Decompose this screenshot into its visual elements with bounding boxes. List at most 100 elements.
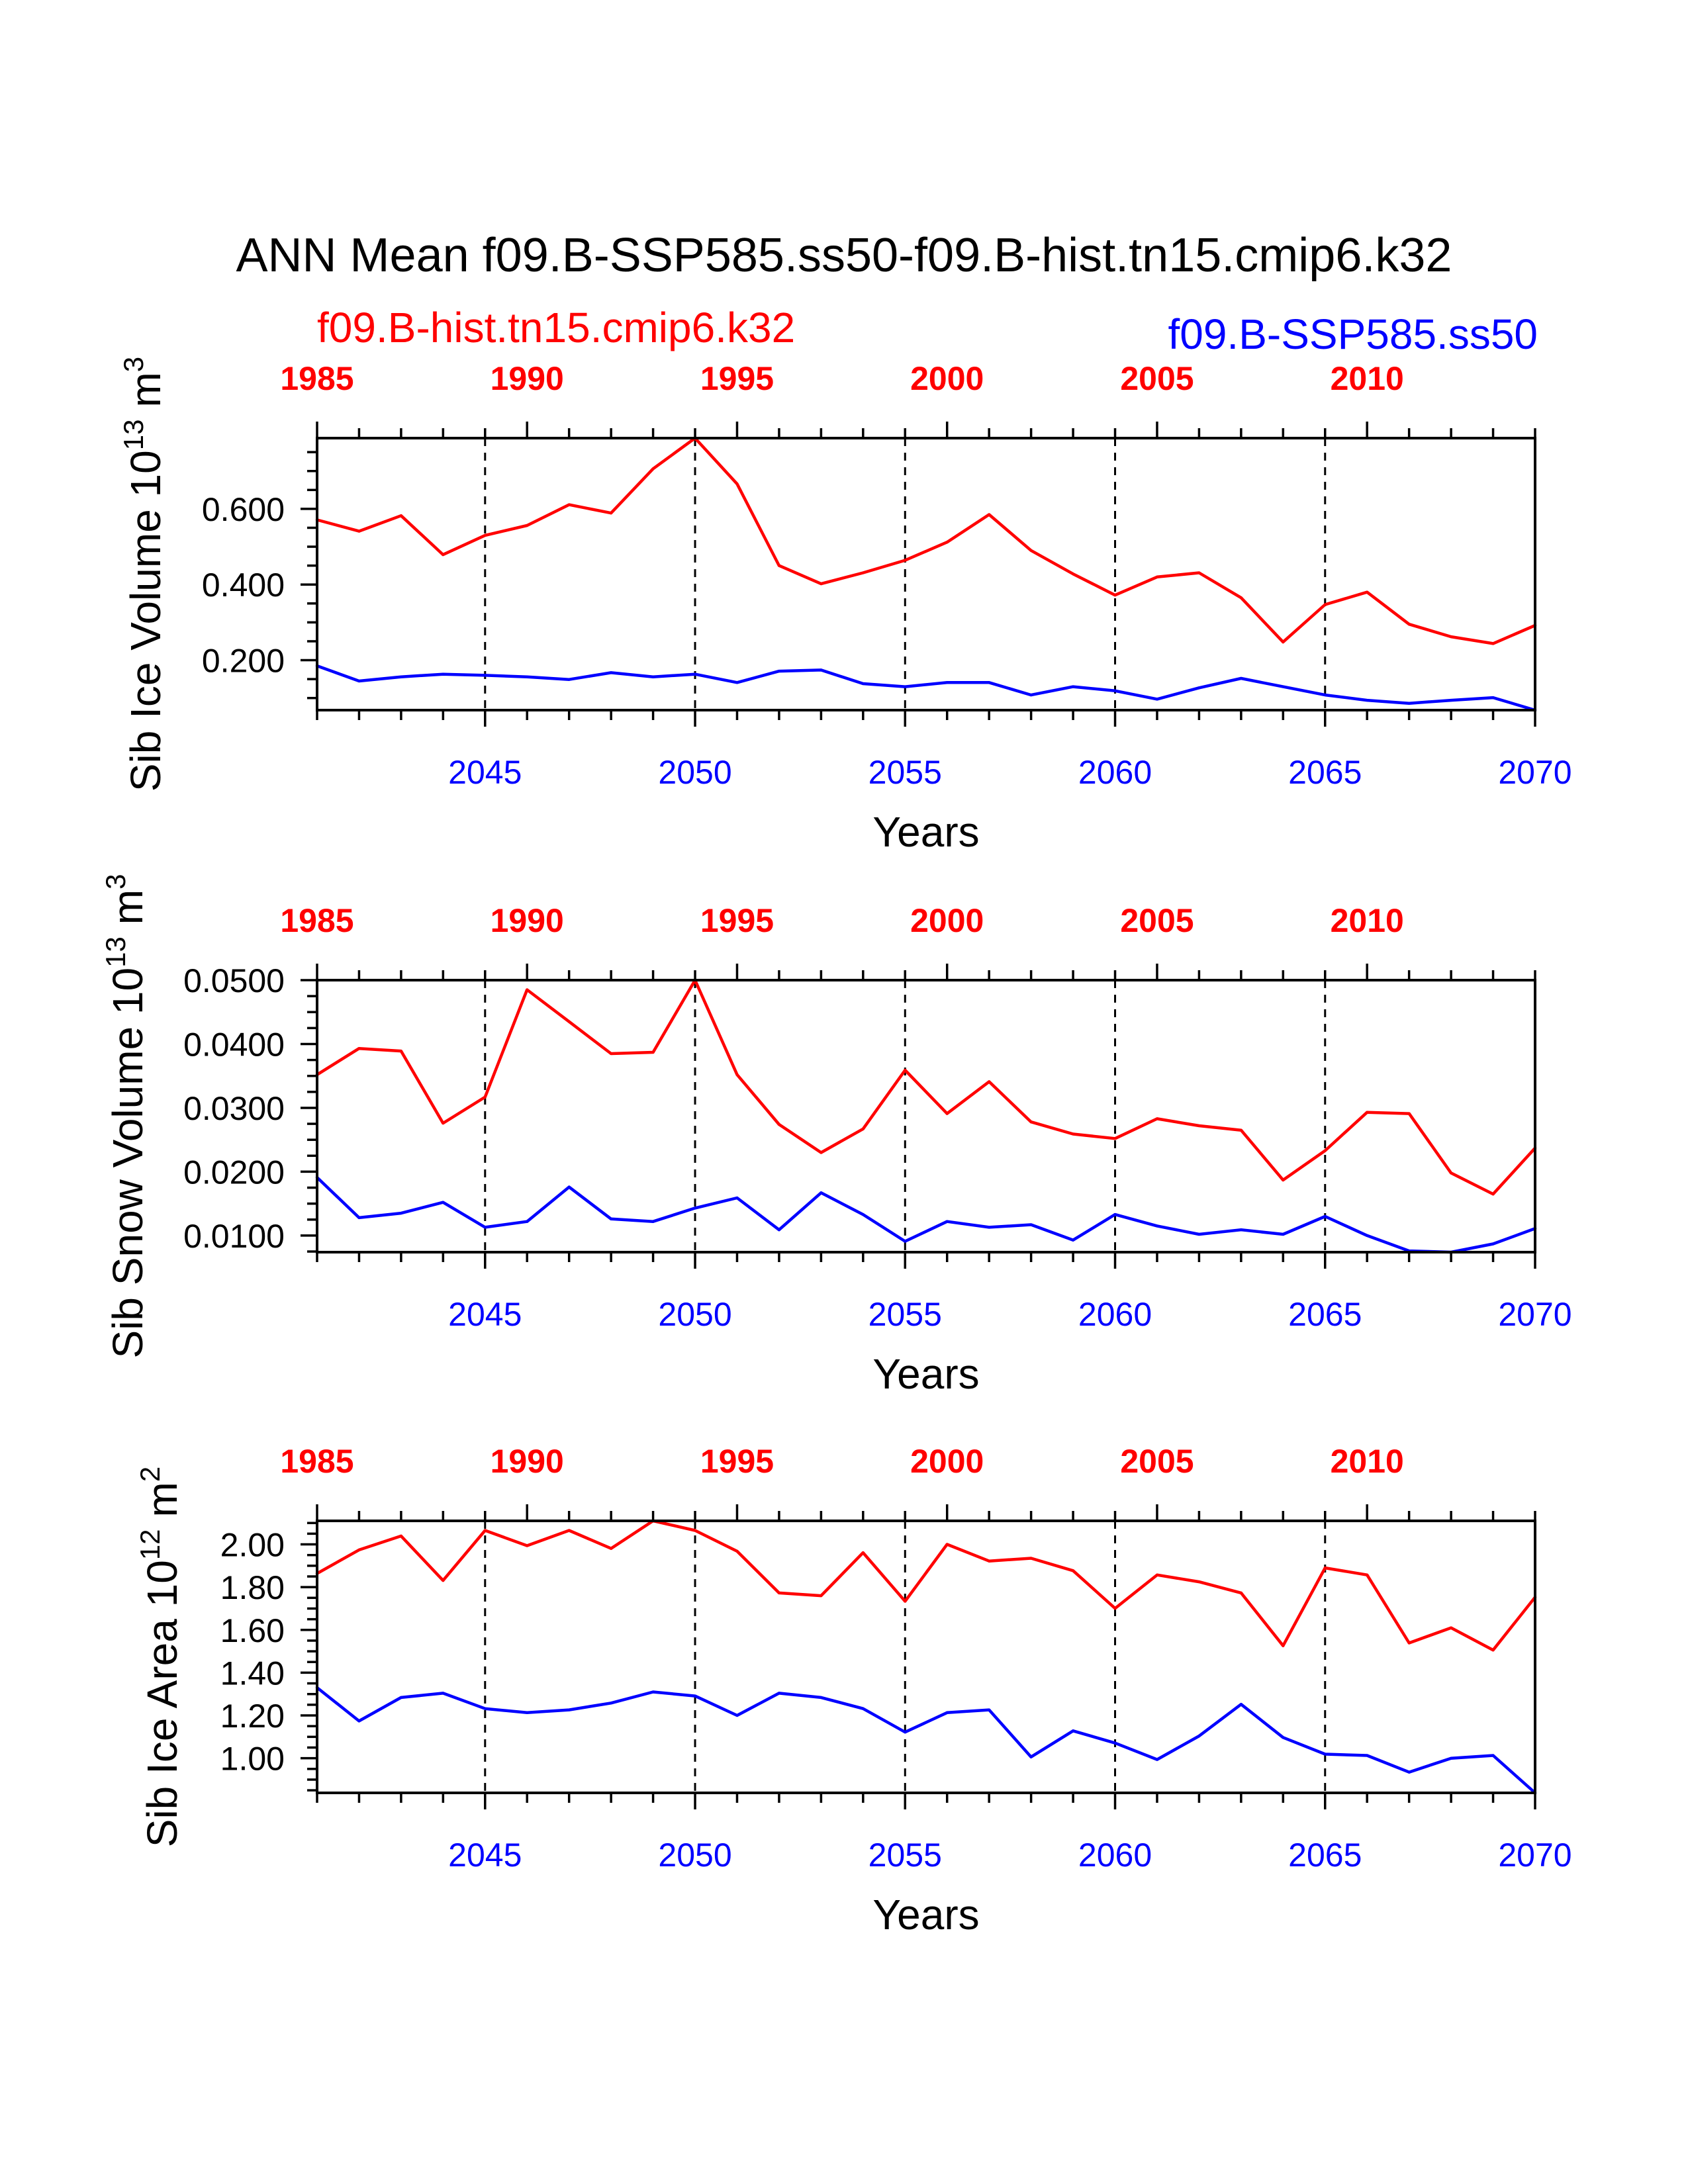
- y-axis-title-unit-exponent: 3: [100, 874, 131, 889]
- data-point: [777, 1692, 780, 1695]
- data-point: [1156, 575, 1158, 578]
- x-axis-title: Years: [872, 1350, 979, 1398]
- x-tick-label: 2055: [868, 1837, 942, 1874]
- data-point: [526, 524, 529, 527]
- data-point: [399, 514, 402, 518]
- x2-tick-label: 2010: [1331, 1443, 1404, 1480]
- data-point: [357, 1216, 361, 1219]
- series-line: [315, 1175, 1537, 1254]
- data-point: [1282, 1233, 1285, 1236]
- data-point: [1323, 1149, 1327, 1152]
- data-point: [1197, 571, 1201, 574]
- y-axis-title: Sib Ice Volume 1013 m3: [118, 357, 169, 792]
- series-line: [315, 436, 1537, 645]
- data-point: [1113, 1137, 1117, 1140]
- data-point: [1113, 1741, 1117, 1745]
- data-point: [399, 1050, 402, 1053]
- data-point: [1366, 1111, 1369, 1114]
- data-point: [777, 1123, 780, 1126]
- data-point: [1072, 685, 1075, 688]
- data-point: [1366, 1234, 1369, 1237]
- data-point: [442, 1692, 445, 1695]
- data-point: [1366, 699, 1369, 702]
- data-point: [1491, 642, 1495, 645]
- legend-label-ssp585: f09.B-SSP585.ss50: [1168, 310, 1538, 358]
- y-tick-label: 0.0100: [183, 1218, 285, 1255]
- x-tick-label: 2045: [448, 754, 522, 791]
- data-point: [988, 681, 991, 684]
- data-point: [1239, 1128, 1243, 1132]
- data-point: [735, 681, 739, 684]
- data-point: [526, 1220, 529, 1223]
- data-point: [735, 1714, 739, 1717]
- data-point: [567, 1529, 571, 1532]
- data-point: [1029, 1557, 1033, 1560]
- data-point: [694, 1206, 696, 1210]
- data-point: [442, 553, 445, 557]
- data-point: [1491, 1242, 1495, 1246]
- x2-tick-label: 2010: [1331, 360, 1404, 397]
- data-point: [861, 1213, 865, 1216]
- y-tick-label: 0.0500: [183, 962, 285, 999]
- data-point: [735, 482, 739, 486]
- data-point: [988, 1559, 991, 1563]
- x-tick-label: 2065: [1288, 1837, 1362, 1874]
- y-tick-label: 0.200: [202, 643, 285, 680]
- data-point: [945, 1112, 949, 1115]
- series-2: [315, 1175, 1537, 1254]
- y-axis-title-unit: m: [122, 372, 169, 407]
- legend-label-hist: f09.B-hist.tn15.cmip6.k32: [317, 304, 795, 351]
- data-point: [1450, 1626, 1453, 1629]
- data-point: [526, 675, 529, 678]
- data-point: [651, 1220, 655, 1223]
- data-point: [945, 1543, 949, 1546]
- panels: 2045 2050 2055 2060 2065 2070 1985 1990 1995 2000…: [100, 357, 1572, 1938]
- y-tick-label: 0.600: [202, 491, 285, 528]
- x-tick-label: 2065: [1288, 754, 1362, 791]
- data-point: [526, 1544, 529, 1547]
- data-point: [1323, 603, 1327, 606]
- data-point: [567, 678, 571, 681]
- x2-tick-label: 1985: [280, 902, 353, 939]
- data-point: [442, 1122, 445, 1125]
- x2-tick-label: 1990: [491, 902, 564, 939]
- x-tick-label: 2055: [868, 754, 942, 791]
- x2-tick-label: 2005: [1120, 1443, 1194, 1480]
- data-point: [1156, 1117, 1158, 1120]
- x-axis-title: Years: [872, 1891, 979, 1938]
- data-point: [483, 1226, 487, 1229]
- data-point: [1197, 1735, 1201, 1738]
- data-point: [1450, 635, 1453, 639]
- y-axis-title-unit: m: [104, 889, 152, 925]
- y-axis-title-exponent: 13: [118, 420, 149, 451]
- x2-tick-label: 2000: [910, 1443, 984, 1480]
- data-point: [567, 1020, 571, 1023]
- data-point: [1156, 1573, 1158, 1576]
- y-tick-label: 2.00: [220, 1527, 285, 1564]
- data-point: [483, 1707, 487, 1710]
- y-tick-label: 0.0300: [183, 1090, 285, 1127]
- data-point: [357, 1047, 361, 1050]
- data-point: [1282, 1644, 1285, 1647]
- series-2: [315, 664, 1537, 712]
- y-axis-title-text: Sib Ice Volume 10: [122, 450, 169, 792]
- x2-tick-label: 2010: [1331, 902, 1404, 939]
- y-axis-title-unit-exponent: 3: [118, 357, 149, 372]
- series-2: [315, 1686, 1537, 1795]
- data-point: [1239, 1228, 1243, 1232]
- x2-tick-label: 1985: [280, 360, 353, 397]
- x-tick-label: 2060: [1078, 1296, 1152, 1333]
- data-point: [610, 1702, 613, 1705]
- data-point: [904, 1069, 907, 1071]
- data-point: [1113, 689, 1117, 692]
- data-point: [1407, 1112, 1411, 1115]
- x-tick-label: 2070: [1498, 1296, 1571, 1333]
- x-tick-label: 2070: [1498, 1837, 1571, 1874]
- plot-frame: [316, 979, 1536, 1253]
- data-point: [1029, 694, 1033, 697]
- data-point: [777, 1228, 780, 1232]
- data-point: [399, 675, 402, 678]
- x2-tick-label: 1995: [700, 360, 774, 397]
- x-tick-label: 2055: [868, 1296, 942, 1333]
